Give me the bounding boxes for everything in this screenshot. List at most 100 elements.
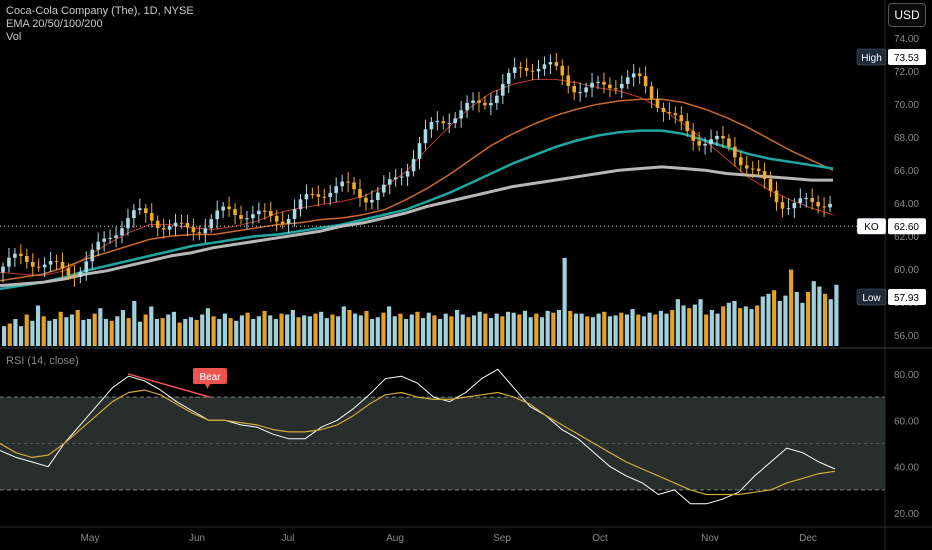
price-tick-label: 56.00 xyxy=(894,331,919,342)
volume-bar xyxy=(115,316,120,346)
volume-bar xyxy=(772,290,777,346)
bear-badge xyxy=(193,368,227,384)
volume-bar xyxy=(738,308,743,346)
candle-body xyxy=(756,168,761,172)
volume-bar xyxy=(692,304,697,346)
candle-body xyxy=(620,83,624,89)
volume-bar xyxy=(166,314,171,346)
volume-bar xyxy=(251,319,256,346)
volume-bar xyxy=(715,313,720,346)
volume-bar xyxy=(806,292,811,346)
candle-body xyxy=(144,208,148,214)
rsi-tick-label: 80.00 xyxy=(894,370,919,381)
candle-body xyxy=(501,83,505,96)
volume-bar xyxy=(392,316,397,346)
candle-body xyxy=(60,262,65,269)
candle-body xyxy=(120,228,124,236)
marker-value-box xyxy=(888,289,926,305)
candle-body xyxy=(512,67,517,73)
volume-bar xyxy=(81,319,86,346)
volume-bar xyxy=(545,310,550,346)
candle-body xyxy=(179,222,184,224)
candle-body xyxy=(715,135,719,140)
volume-bar xyxy=(477,311,482,346)
candle-body xyxy=(387,179,392,185)
candle-body xyxy=(102,238,106,242)
volume-bar xyxy=(789,269,794,346)
candle-body xyxy=(495,95,499,103)
month-label: May xyxy=(81,533,100,544)
candle-body xyxy=(334,186,338,193)
volume-bar xyxy=(647,312,652,346)
volume-bar xyxy=(641,316,646,346)
marker-label: High xyxy=(861,53,882,64)
candle-body xyxy=(138,208,142,211)
volume-bar xyxy=(409,314,414,346)
volume-bar xyxy=(228,318,233,346)
volume-bar xyxy=(75,310,80,346)
candle-body xyxy=(126,218,130,229)
volume-bar xyxy=(522,310,528,346)
volume-bar xyxy=(313,313,318,346)
candle-body xyxy=(36,266,41,268)
volume-bar xyxy=(732,301,737,346)
candle-body xyxy=(786,208,791,210)
candle-body xyxy=(691,131,695,141)
candle-body xyxy=(54,261,59,263)
volume-bar xyxy=(460,314,465,346)
candle-body xyxy=(822,206,826,208)
volume-bar xyxy=(18,326,24,346)
candle-body xyxy=(66,268,71,276)
price-tick-label: 70.00 xyxy=(894,100,919,111)
candle-body xyxy=(530,70,535,72)
volume-bar xyxy=(307,316,312,346)
price-tick-label: 64.00 xyxy=(894,199,919,210)
rsi-tick-label: 20.00 xyxy=(894,509,919,520)
rsi-tick-label: 40.00 xyxy=(894,463,919,474)
candle-body xyxy=(30,261,35,267)
volume-bar xyxy=(636,314,641,346)
candle-body xyxy=(744,165,749,169)
candle-body xyxy=(340,181,344,187)
volume-bar xyxy=(205,308,210,346)
ema-line-2 xyxy=(0,98,834,282)
volume-bar xyxy=(109,320,114,346)
candle-body xyxy=(274,215,279,222)
candle-body xyxy=(750,168,755,170)
volume-bar xyxy=(324,318,329,346)
marker-label-box xyxy=(856,48,887,66)
volume-bar xyxy=(92,313,97,346)
marker-value: 73.53 xyxy=(894,53,919,64)
candle-body xyxy=(816,201,820,207)
candle-body xyxy=(411,158,416,172)
volume-bar xyxy=(471,315,477,346)
candle-body xyxy=(358,189,362,198)
volume-bar xyxy=(183,319,188,346)
ema-lines xyxy=(0,78,834,291)
candle-body xyxy=(13,253,17,258)
candle-body xyxy=(542,64,547,69)
bear-badge-text: Bear xyxy=(199,372,221,383)
candle-body xyxy=(304,194,309,200)
candle-body xyxy=(209,219,214,229)
candle-body xyxy=(197,232,202,234)
volume-bar xyxy=(579,313,584,346)
price-tick-label: 72.00 xyxy=(894,67,919,78)
volume-bars xyxy=(2,257,839,346)
ema-indicator-label: EMA 20/50/100/200 xyxy=(6,18,103,30)
volume-bar xyxy=(437,319,443,346)
volume-bar xyxy=(290,310,295,346)
volume-bar xyxy=(602,311,607,346)
rsi-tick-label: 60.00 xyxy=(894,416,919,427)
month-label: Jun xyxy=(189,533,205,544)
volume-bar xyxy=(426,312,431,346)
bear-badge-pointer xyxy=(205,384,210,389)
volume-bar xyxy=(811,281,816,346)
candle-body xyxy=(703,144,707,146)
currency-button[interactable]: USD xyxy=(888,3,926,27)
candle-body xyxy=(804,198,809,200)
candle-body xyxy=(483,102,487,106)
candle-body xyxy=(560,65,565,76)
volume-bar xyxy=(704,314,709,346)
volume-bar xyxy=(217,319,222,346)
